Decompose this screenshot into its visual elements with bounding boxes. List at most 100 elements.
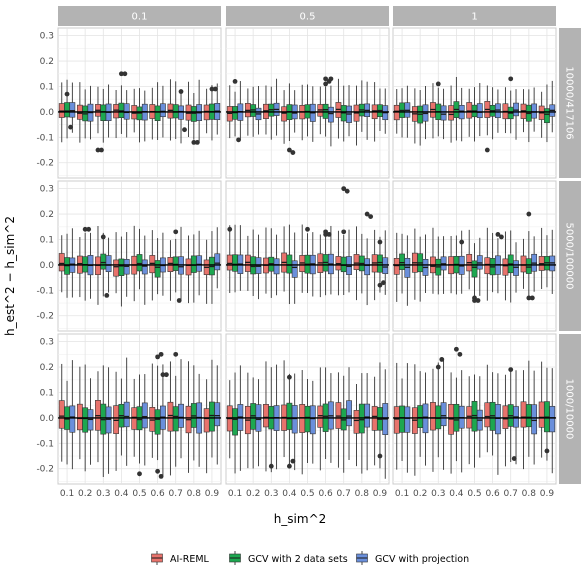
x-tick-label: 0.2 <box>413 489 427 499</box>
y-axis-ticks: 0.3 0.2 0.1 0.0 -0.1 -0.2 0.3 0.2 0.1 0.0 -0.1 -0.2… <box>36 32 54 475</box>
box-body <box>404 406 411 433</box>
box-body <box>520 255 527 273</box>
box-body <box>399 405 405 433</box>
outlier-point <box>286 463 292 469</box>
column-strip <box>226 6 389 26</box>
row-strip-label: 5000/100000 <box>564 223 575 290</box>
outlier-point <box>305 226 310 232</box>
outlier-point <box>191 140 197 145</box>
outlier-point <box>158 473 164 479</box>
box <box>273 78 280 136</box>
box-body <box>495 103 501 119</box>
box-body <box>167 401 174 432</box>
box-body <box>466 102 473 119</box>
outlier-point <box>377 239 383 245</box>
x-tick-label: 0.8 <box>355 489 370 499</box>
legend-item: GCV with projection <box>355 551 469 565</box>
outlier-point <box>495 231 501 237</box>
box <box>382 369 389 479</box>
box-body <box>113 259 119 277</box>
box-body <box>160 103 166 118</box>
box-body <box>190 106 197 122</box>
x-tick-label: 0.9 <box>205 489 220 499</box>
box-body <box>172 256 179 271</box>
box-body <box>476 103 483 119</box>
box-body <box>214 253 221 271</box>
box-body <box>484 257 491 275</box>
outlier-point <box>137 471 142 477</box>
outlier-point <box>508 76 514 82</box>
outlier-point <box>164 372 169 378</box>
box <box>95 371 101 463</box>
box-body <box>544 108 550 124</box>
row-strip <box>559 28 581 178</box>
box-body <box>58 400 65 429</box>
box <box>422 234 429 293</box>
box-body <box>232 408 238 436</box>
box-body <box>141 402 148 429</box>
facet-panel <box>225 180 390 332</box>
box-body <box>484 402 491 428</box>
y-tick-label: 0.3 <box>40 32 54 42</box>
facet-panel <box>392 180 557 332</box>
box-body <box>76 403 83 431</box>
box <box>255 86 262 135</box>
y-tick-label: 0.2 <box>40 57 54 67</box>
outlier-point <box>176 298 182 303</box>
outlier-point <box>104 293 110 298</box>
box-body <box>100 253 107 270</box>
box <box>87 378 94 465</box>
outlier-point <box>484 147 490 153</box>
y-tick-label: -0.1 <box>36 439 54 449</box>
box <box>364 373 371 471</box>
outlier-point <box>435 81 441 87</box>
box <box>123 357 130 466</box>
box-body <box>364 258 371 276</box>
y-tick-label: 0.1 <box>40 82 54 92</box>
column-strip-label: 0.5 <box>300 12 316 23</box>
box-body <box>123 401 130 428</box>
box-body <box>291 260 298 278</box>
outlier-point <box>213 86 218 92</box>
box <box>328 225 334 295</box>
x-axis-title: h_sim^2 <box>274 512 327 526</box>
box-body <box>328 106 334 123</box>
box <box>411 364 418 476</box>
box-body <box>154 409 161 435</box>
outlier-point <box>160 372 166 378</box>
column-facet-strips: 0.1 0.5 1 <box>58 6 556 26</box>
row-strip-label: 1000/10000 <box>564 379 575 440</box>
box-body <box>382 257 389 274</box>
box <box>291 232 298 304</box>
box <box>440 358 447 470</box>
box-body <box>149 406 156 432</box>
y-tick-label: 0.2 <box>40 363 54 373</box>
row-strip-label: 10000/417106 <box>564 66 575 139</box>
box-body <box>69 102 76 118</box>
facet-panels <box>57 27 557 485</box>
outlier-point <box>268 463 274 469</box>
y-tick-label: -0.2 <box>36 159 54 169</box>
x-tick-label: 0.5 <box>132 489 146 499</box>
x-tick-label: 0.1 <box>395 489 409 499</box>
box-body <box>502 258 509 276</box>
box-body <box>167 103 174 119</box>
y-tick-label: -0.2 <box>36 312 54 322</box>
box-body <box>69 405 76 433</box>
x-tick-label: 0.7 <box>337 489 351 499</box>
box-body <box>178 403 184 428</box>
box-body <box>105 406 112 434</box>
y-tick-label: 0.2 <box>40 210 54 220</box>
box-body <box>353 254 360 270</box>
box <box>309 86 316 142</box>
box-body <box>214 402 221 427</box>
legend-label: GCV with projection <box>375 554 469 565</box>
outlier-point <box>68 124 73 130</box>
box-body <box>100 104 107 121</box>
box <box>422 86 429 140</box>
outlier-point <box>173 229 179 235</box>
outlier-point <box>364 211 370 217</box>
facet-panel <box>225 27 390 179</box>
box-body <box>448 105 454 121</box>
box-body <box>549 406 556 433</box>
